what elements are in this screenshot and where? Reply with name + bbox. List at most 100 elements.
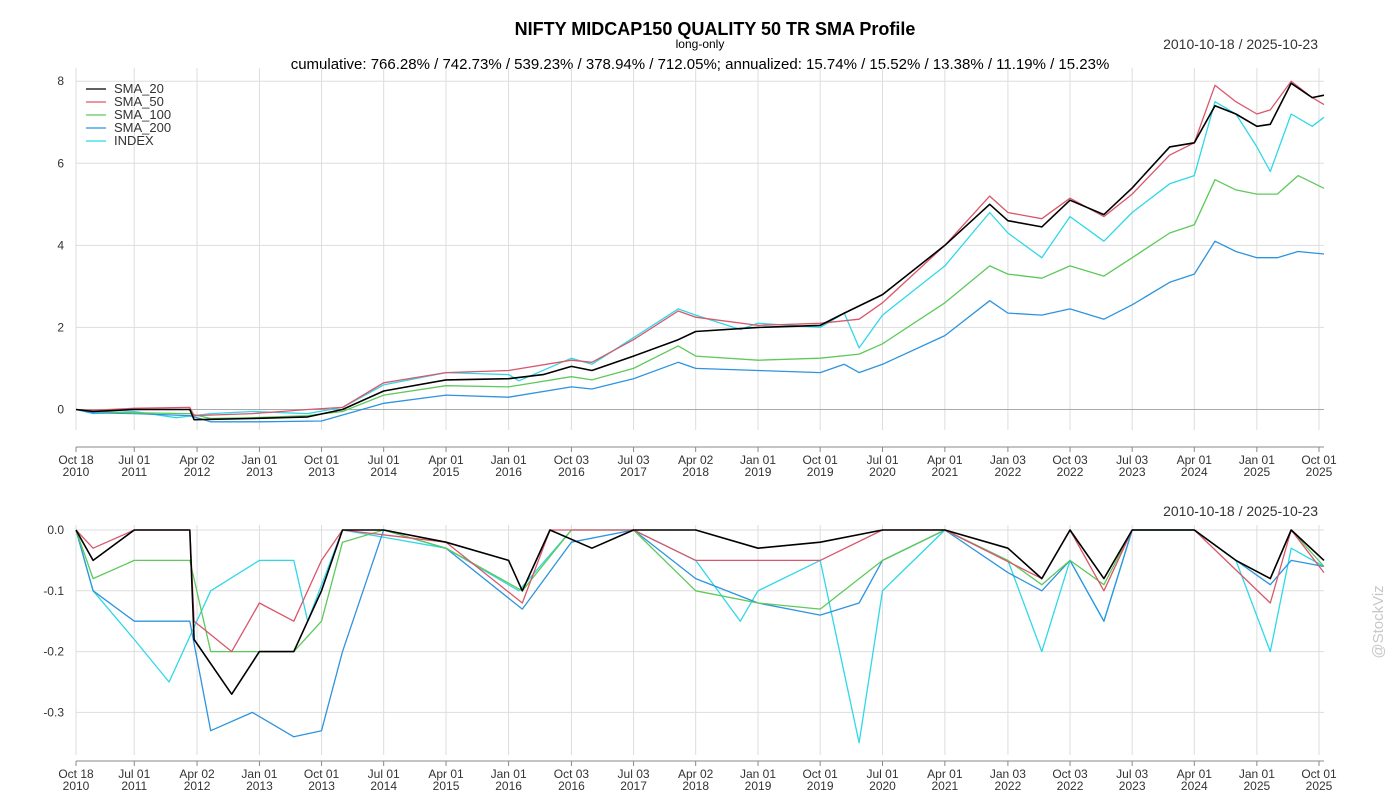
cumulative-y-tick-label: 8	[57, 74, 64, 88]
drawdown-x-tick-year: 2014	[370, 779, 397, 793]
cumulative-x-tick-year: 2016	[495, 465, 522, 479]
drawdown-x-tick-label: Apr 02	[179, 767, 215, 781]
top-date-range: 2010-10-18 / 2025-10-23	[1163, 36, 1318, 52]
chart-title: NIFTY MIDCAP150 QUALITY 50 TR SMA Profil…	[515, 19, 916, 39]
cumulative-x-tick-year: 2021	[932, 465, 959, 479]
cumulative-x-tick-label: Jan 03	[990, 453, 1026, 467]
drawdown-series-sma-20	[75, 529, 1325, 695]
cumulative-series-sma-200	[75, 240, 1325, 423]
drawdown-x-tick-label: Apr 01	[428, 767, 464, 781]
cumulative-x-tick-label: Oct 01	[1301, 453, 1337, 467]
cumulative-x-tick-label: Jul 01	[118, 453, 150, 467]
drawdown-x-tick-year: 2016	[495, 779, 522, 793]
legend-label-sma-20: SMA_20	[114, 81, 164, 96]
performance-stats: cumulative: 766.28% / 742.73% / 539.23% …	[291, 56, 1110, 73]
drawdown-x-tick-year: 2021	[932, 779, 959, 793]
drawdown-y-tick-label: 0.0	[47, 523, 64, 537]
drawdown-x-tick-label: Jan 01	[241, 767, 277, 781]
drawdown-x-tick-year: 2024	[1181, 779, 1208, 793]
cumulative-series-index	[75, 101, 1325, 419]
drawdown-x-tick-label: Apr 01	[1177, 767, 1213, 781]
cumulative-x-tick-label: Jan 01	[491, 453, 527, 467]
drawdown-x-tick-year: 2022	[995, 779, 1022, 793]
watermark: @StockViz	[1370, 585, 1387, 658]
drawdown-y-tick-label: -0.2	[43, 645, 64, 659]
drawdown-x-tick-label: Jul 01	[866, 767, 898, 781]
drawdown-x-tick-label: Oct 03	[554, 767, 590, 781]
drawdown-x-tick-label: Apr 01	[927, 767, 963, 781]
drawdown-x-tick-year: 2025	[1244, 779, 1271, 793]
cumulative-x-tick-year: 2013	[308, 465, 335, 479]
legend-label-sma-100: SMA_100	[114, 107, 171, 122]
drawdown-x-tick-year: 2023	[1119, 779, 1146, 793]
cumulative-x-tick-label: Jan 01	[241, 453, 277, 467]
cumulative-x-tick-label: Jul 03	[618, 453, 650, 467]
drawdown-x-tick-year: 2015	[433, 779, 460, 793]
cumulative-x-tick-label: Oct 18	[58, 453, 94, 467]
cumulative-x-tick-year: 2022	[995, 465, 1022, 479]
cumulative-series-sma-20	[75, 82, 1325, 421]
cumulative-y-tick-label: 2	[57, 320, 64, 334]
cumulative-series-sma-50	[75, 80, 1325, 417]
cumulative-x-tick-year: 2015	[433, 465, 460, 479]
drawdown-x-tick-year: 2019	[745, 779, 772, 793]
cumulative-x-tick-label: Jan 01	[1239, 453, 1275, 467]
cumulative-x-tick-year: 2022	[1057, 465, 1084, 479]
drawdown-x-tick-label: Jan 01	[491, 767, 527, 781]
drawdown-x-tick-year: 2010	[63, 779, 90, 793]
cumulative-x-tick-label: Oct 01	[304, 453, 340, 467]
legend-label-sma-50: SMA_50	[114, 94, 164, 109]
cumulative-x-tick-year: 2013	[246, 465, 273, 479]
legend-label-sma-200: SMA_200	[114, 120, 171, 135]
drawdown-x-tick-label: Oct 18	[58, 767, 94, 781]
drawdown-x-tick-year: 2011	[121, 779, 147, 793]
drawdown-x-tick-year: 2017	[620, 779, 647, 793]
drawdown-y-tick-label: -0.1	[43, 584, 64, 598]
drawdown-x-tick-label: Apr 02	[678, 767, 714, 781]
drawdown-x-tick-label: Oct 01	[802, 767, 838, 781]
cumulative-y-tick-label: 4	[57, 238, 64, 252]
drawdown-x-tick-label: Oct 01	[1301, 767, 1337, 781]
cumulative-x-tick-year: 2025	[1306, 465, 1333, 479]
cumulative-x-tick-year: 2025	[1244, 465, 1271, 479]
drawdown-series-index	[75, 529, 1325, 744]
cumulative-x-tick-label: Oct 03	[1052, 453, 1088, 467]
cumulative-x-tick-label: Jul 01	[866, 453, 898, 467]
cumulative-x-tick-year: 2018	[682, 465, 709, 479]
drawdown-x-tick-year: 2025	[1306, 779, 1333, 793]
cumulative-y-tick-label: 6	[57, 156, 64, 170]
chart-subtitle: long-only	[676, 37, 725, 51]
drawdown-x-tick-year: 2019	[807, 779, 834, 793]
drawdown-x-tick-year: 2013	[246, 779, 273, 793]
drawdown-x-tick-label: Jul 03	[618, 767, 650, 781]
drawdown-x-tick-label: Jan 03	[990, 767, 1026, 781]
drawdown-x-tick-label: Jul 01	[368, 767, 400, 781]
cumulative-x-tick-label: Apr 01	[428, 453, 464, 467]
drawdown-x-tick-year: 2012	[184, 779, 211, 793]
cumulative-y-tick-label: 0	[57, 402, 64, 416]
cumulative-x-tick-label: Oct 01	[802, 453, 838, 467]
drawdown-y-tick-label: -0.3	[43, 705, 64, 719]
cumulative-x-tick-label: Apr 01	[927, 453, 963, 467]
drawdown-x-tick-year: 2022	[1057, 779, 1084, 793]
cumulative-x-tick-year: 2011	[121, 465, 147, 479]
cumulative-x-tick-year: 2019	[745, 465, 772, 479]
drawdown-x-tick-label: Jan 01	[1239, 767, 1275, 781]
cumulative-x-tick-year: 2020	[869, 465, 896, 479]
cumulative-x-tick-label: Oct 03	[554, 453, 590, 467]
drawdown-x-tick-year: 2016	[558, 779, 585, 793]
cumulative-x-tick-year: 2014	[370, 465, 397, 479]
cumulative-x-tick-label: Jul 01	[368, 453, 400, 467]
cumulative-x-tick-label: Jul 03	[1116, 453, 1148, 467]
bottom-date-range: 2010-10-18 / 2025-10-23	[1163, 503, 1318, 519]
legend-label-index: INDEX	[114, 133, 154, 148]
drawdown-x-tick-label: Jan 01	[740, 767, 776, 781]
cumulative-x-tick-label: Apr 01	[1177, 453, 1213, 467]
cumulative-x-tick-label: Jan 01	[740, 453, 776, 467]
cumulative-series-sma-100	[75, 174, 1325, 420]
cumulative-x-tick-year: 2023	[1119, 465, 1146, 479]
